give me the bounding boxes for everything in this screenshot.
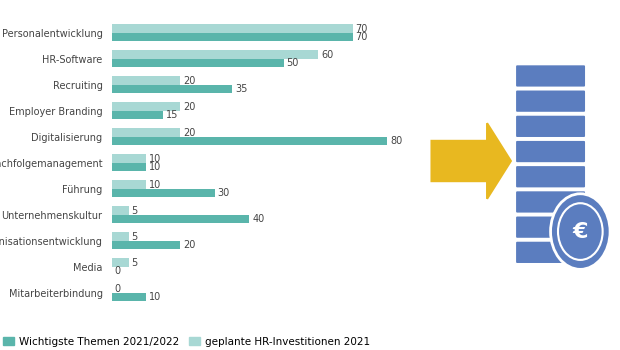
FancyBboxPatch shape — [515, 216, 586, 239]
Circle shape — [551, 194, 610, 270]
Bar — [112, 76, 180, 85]
Polygon shape — [432, 123, 511, 199]
Text: 30: 30 — [218, 188, 230, 198]
FancyBboxPatch shape — [515, 190, 586, 214]
FancyBboxPatch shape — [515, 140, 586, 163]
Text: 5: 5 — [131, 232, 138, 242]
Bar — [112, 154, 146, 163]
Bar — [112, 128, 180, 137]
Bar — [112, 137, 387, 145]
Bar — [112, 111, 163, 119]
Text: 15: 15 — [166, 110, 179, 120]
Bar — [112, 241, 180, 249]
Text: 70: 70 — [355, 32, 368, 42]
Text: 0: 0 — [114, 266, 120, 276]
Bar — [112, 25, 353, 33]
Text: 20: 20 — [184, 127, 196, 138]
Text: 10: 10 — [149, 154, 161, 163]
FancyBboxPatch shape — [515, 241, 586, 264]
Bar — [112, 259, 129, 267]
FancyBboxPatch shape — [515, 115, 586, 138]
Bar — [112, 163, 146, 171]
Bar — [112, 33, 353, 41]
Bar — [112, 293, 146, 301]
Bar — [112, 50, 318, 59]
Text: 0: 0 — [114, 284, 120, 294]
Text: 70: 70 — [355, 23, 368, 34]
Text: 20: 20 — [184, 76, 196, 85]
Text: 10: 10 — [149, 292, 161, 302]
Bar — [112, 59, 284, 67]
Text: 5: 5 — [131, 205, 138, 216]
FancyBboxPatch shape — [515, 165, 586, 188]
Bar — [112, 206, 129, 215]
Bar — [112, 181, 146, 189]
Bar — [112, 189, 215, 197]
Text: 10: 10 — [149, 180, 161, 190]
FancyBboxPatch shape — [515, 64, 586, 88]
Text: 20: 20 — [184, 240, 196, 250]
Text: €: € — [572, 222, 588, 242]
FancyBboxPatch shape — [515, 90, 586, 113]
Text: 50: 50 — [286, 58, 299, 68]
Text: 40: 40 — [252, 214, 264, 224]
Text: 60: 60 — [321, 49, 334, 60]
Bar — [112, 85, 232, 93]
Bar — [112, 103, 180, 111]
Text: 10: 10 — [149, 162, 161, 172]
Text: 80: 80 — [390, 136, 402, 146]
Legend: Wichtigste Themen 2021/2022, geplante HR-Investitionen 2021: Wichtigste Themen 2021/2022, geplante HR… — [0, 332, 374, 350]
Text: 5: 5 — [131, 258, 138, 268]
Text: 20: 20 — [184, 102, 196, 112]
Text: 35: 35 — [235, 84, 247, 94]
Bar — [112, 215, 249, 223]
Bar — [112, 232, 129, 241]
